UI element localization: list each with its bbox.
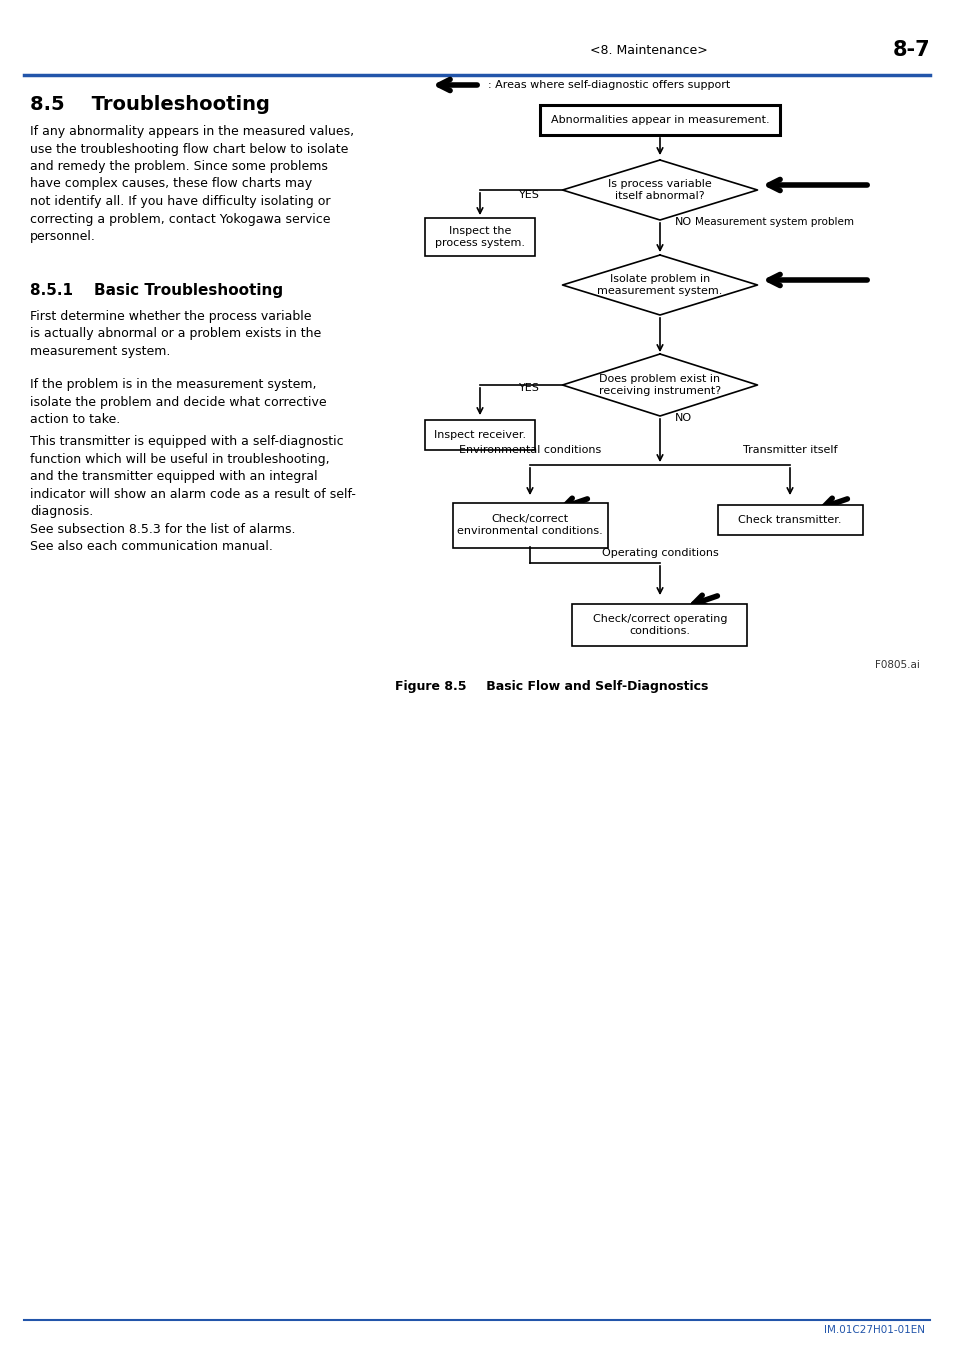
Text: 8-7: 8-7 [891,40,929,59]
Bar [452,502,607,548]
Bar [539,105,780,135]
Bar [424,420,535,450]
Text: NO: NO [675,217,691,227]
Text: Inspect the
process system.: Inspect the process system. [435,227,524,248]
Text: Basic Flow and Self-Diagnostics: Basic Flow and Self-Diagnostics [459,680,708,693]
Text: If the problem is in the measurement system,
isolate the problem and decide what: If the problem is in the measurement sys… [30,378,326,427]
Text: Inspect receiver.: Inspect receiver. [434,431,525,440]
Text: This transmitter is equipped with a self-diagnostic
function which will be usefu: This transmitter is equipped with a self… [30,435,355,554]
Bar [424,217,535,256]
Text: 8.5    Troubleshooting: 8.5 Troubleshooting [30,95,270,113]
Text: Operating conditions: Operating conditions [601,548,718,558]
Text: First determine whether the process variable
is actually abnormal or a problem e: First determine whether the process vari… [30,310,321,358]
Text: YES: YES [518,190,539,200]
Text: Environmental conditions: Environmental conditions [458,446,600,455]
Text: Measurement system problem: Measurement system problem [695,217,853,227]
Bar [572,603,747,647]
Text: NO: NO [675,413,691,423]
Text: Check/correct
environmental conditions.: Check/correct environmental conditions. [456,514,602,536]
Text: Abnormalities appear in measurement.: Abnormalities appear in measurement. [550,115,768,126]
Text: Does problem exist in
receiving instrument?: Does problem exist in receiving instrume… [598,374,720,396]
Text: Transmitter itself: Transmitter itself [742,446,837,455]
Bar [717,505,862,535]
Text: YES: YES [518,383,539,393]
Text: 8.5.1    Basic Troubleshooting: 8.5.1 Basic Troubleshooting [30,284,283,298]
Text: If any abnormality appears in the measured values,
use the troubleshooting flow : If any abnormality appears in the measur… [30,126,354,243]
Text: F0805.ai: F0805.ai [874,660,919,670]
Text: Check/correct operating
conditions.: Check/correct operating conditions. [592,614,726,636]
Text: Figure 8.5: Figure 8.5 [395,680,466,693]
Text: <8. Maintenance>: <8. Maintenance> [589,43,707,57]
Text: Check transmitter.: Check transmitter. [738,514,841,525]
Text: Is process variable
itself abnormal?: Is process variable itself abnormal? [607,180,711,201]
Text: Isolate problem in
measurement system.: Isolate problem in measurement system. [597,274,722,296]
Text: IM.01C27H01-01EN: IM.01C27H01-01EN [823,1324,924,1335]
Text: : Areas where self-diagnostic offers support: : Areas where self-diagnostic offers sup… [488,80,729,90]
